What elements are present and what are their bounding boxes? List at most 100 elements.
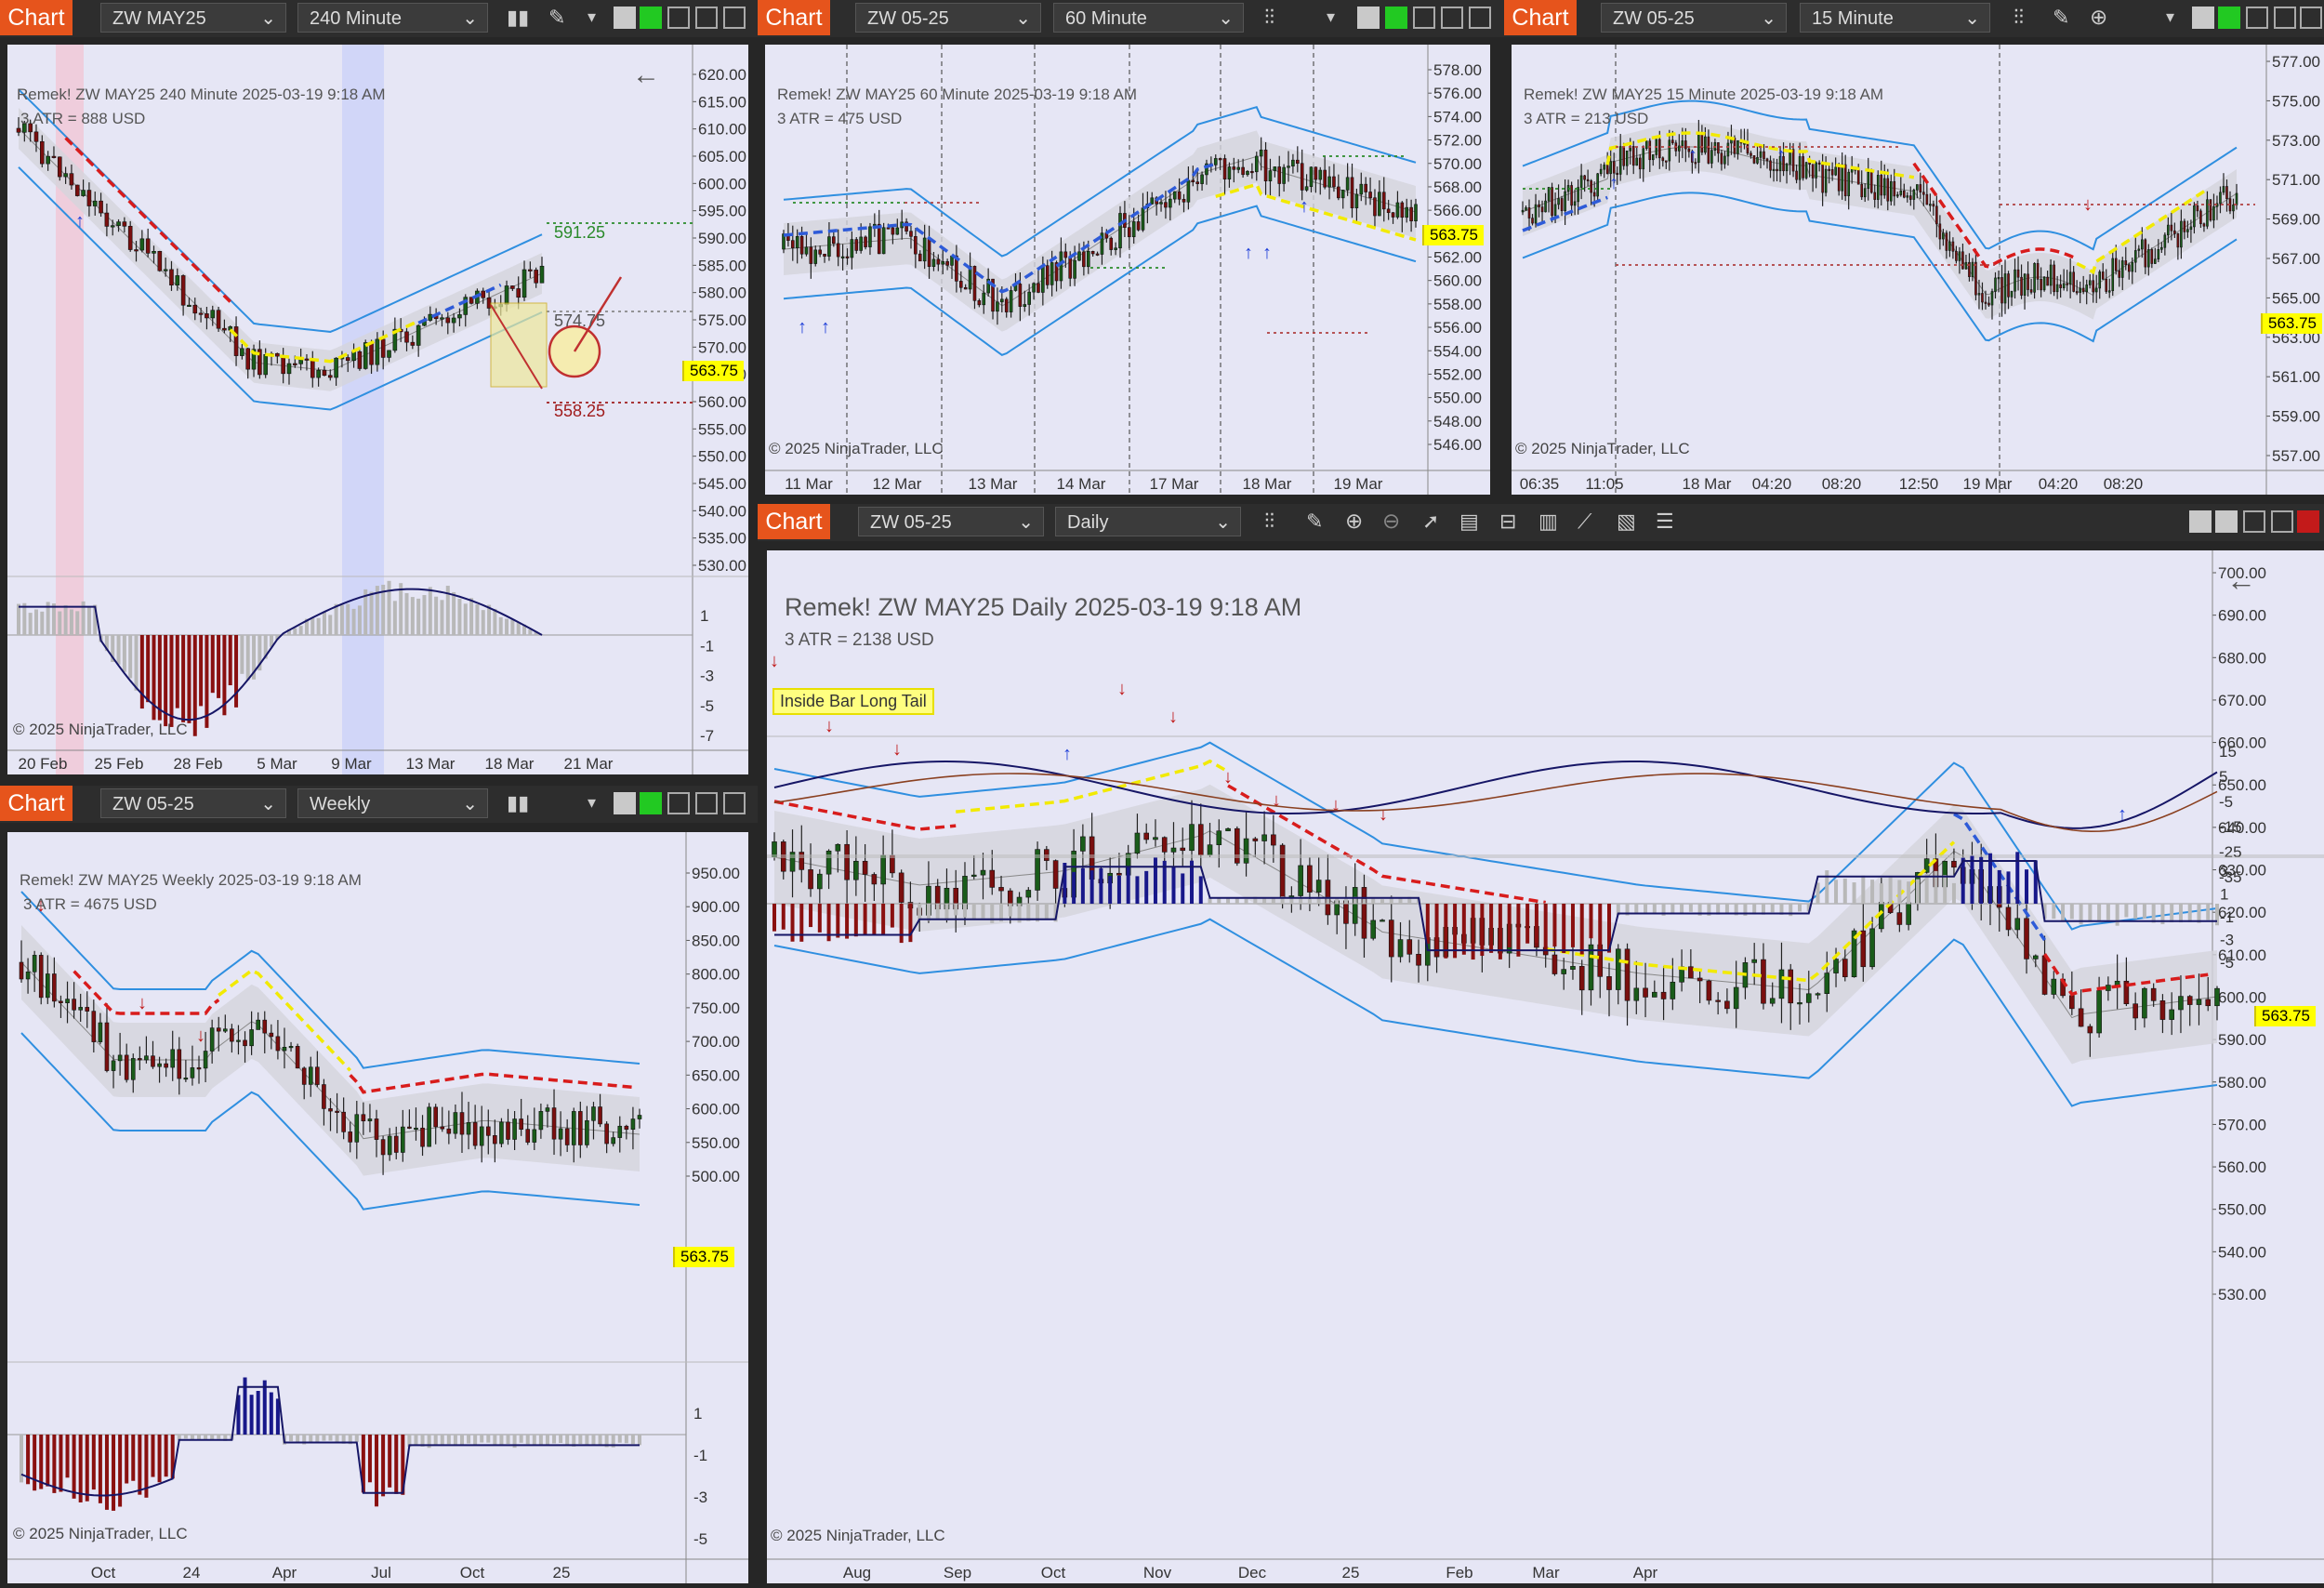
histogram-bar bbox=[1852, 882, 1856, 904]
candle-body bbox=[446, 1128, 452, 1134]
candle-body bbox=[564, 1128, 570, 1145]
candle-body bbox=[144, 1055, 149, 1061]
instrument-selector[interactable]: ZW 05-25 ⌄ bbox=[1601, 3, 1787, 33]
minimize-icon[interactable] bbox=[2243, 510, 2265, 533]
pencil-icon[interactable]: ✎ bbox=[1306, 509, 1324, 533]
list-icon[interactable]: ☰ bbox=[1656, 509, 1674, 533]
zoom-out-icon[interactable]: ⊖ bbox=[1382, 509, 1401, 533]
candle-body bbox=[2085, 285, 2088, 293]
minimize-icon[interactable] bbox=[2246, 7, 2268, 29]
pencil-icon[interactable]: ✎ bbox=[2053, 6, 2070, 29]
chevron-down-icon[interactable]: ▾ bbox=[2166, 7, 2175, 26]
chevron-down-icon[interactable]: ▾ bbox=[588, 7, 597, 26]
maximize-icon[interactable] bbox=[1441, 7, 1463, 29]
strategy-icon[interactable]: ▥ bbox=[1538, 509, 1558, 533]
candle-body bbox=[1929, 204, 1932, 206]
window-link-green-icon[interactable] bbox=[2218, 7, 2240, 29]
candle-body bbox=[38, 955, 44, 999]
minimize-icon[interactable] bbox=[1413, 7, 1435, 29]
chart-area-15min[interactable]: 577.00 575.00 573.00 571.00 569.00 567.00 565.… bbox=[1512, 45, 2324, 495]
instrument-selector[interactable]: ZW MAY25 ⌄ bbox=[100, 3, 286, 33]
maximize-icon[interactable] bbox=[695, 7, 718, 29]
close-icon[interactable] bbox=[1469, 7, 1491, 29]
candle-body bbox=[525, 1129, 531, 1143]
window-linking-icon[interactable] bbox=[2192, 7, 2214, 29]
histogram-bar bbox=[1434, 904, 1439, 952]
window-link-green-icon[interactable] bbox=[1385, 7, 1407, 29]
chart-area-weekly[interactable]: 950.00 900.00 850.00 800.00 750.00 700.00 650.… bbox=[7, 832, 748, 1583]
candle-body bbox=[795, 235, 799, 248]
bar-style-icon[interactable]: ▮▮ bbox=[507, 6, 530, 29]
y-tick-label: 620.00 bbox=[2218, 904, 2266, 921]
candle-body bbox=[2024, 918, 2029, 959]
close-icon[interactable] bbox=[723, 792, 746, 814]
interval-selector[interactable]: Daily ⌄ bbox=[1055, 507, 1241, 536]
chart-area-60min[interactable]: 578.00 576.00 574.00 572.00 570.00 568.00 566.… bbox=[765, 45, 1490, 495]
bar-style-icon[interactable]: ⫶⫶ bbox=[1264, 509, 1275, 533]
chart-menu-button[interactable]: Chart bbox=[1504, 0, 1577, 35]
candle-body bbox=[1769, 998, 1776, 1004]
window-linking-icon[interactable] bbox=[1357, 7, 1380, 29]
pencil-icon[interactable]: ✎ bbox=[548, 6, 566, 29]
candle-body bbox=[1077, 251, 1081, 261]
chevron-down-icon[interactable]: ▾ bbox=[1327, 7, 1336, 26]
back-arrow-icon[interactable]: ← bbox=[2226, 563, 2256, 597]
zoom-in-icon[interactable]: ⊕ bbox=[2090, 5, 2108, 29]
chart-menu-button[interactable]: Chart bbox=[758, 504, 830, 539]
maximize-icon[interactable] bbox=[2274, 7, 2296, 29]
last-price-badge: 563.75 bbox=[2254, 1006, 2316, 1026]
window-linking-icon[interactable] bbox=[614, 7, 636, 29]
candle-body bbox=[1307, 865, 1313, 893]
interval-selector[interactable]: 60 Minute ⌄ bbox=[1053, 3, 1244, 33]
candle-body bbox=[504, 285, 509, 305]
close-icon[interactable] bbox=[723, 7, 746, 29]
sell-arrow-icon: ↓ bbox=[892, 739, 902, 760]
bar-style-icon[interactable]: ▮▮ bbox=[507, 791, 530, 814]
chart-area-daily[interactable]: 700.00 690.00 680.00 670.00 660.00 650.00 640.… bbox=[767, 550, 2324, 1583]
instrument-selector[interactable]: ZW 05-25 ⌄ bbox=[858, 507, 1044, 536]
bar-style-icon[interactable]: ⫶⫶ bbox=[2014, 6, 2025, 29]
window-linking-icon[interactable] bbox=[614, 792, 636, 814]
close-icon[interactable] bbox=[2300, 7, 2322, 29]
template-icon[interactable]: ⊟ bbox=[1499, 509, 1517, 533]
chart-menu-button[interactable]: Chart bbox=[758, 0, 830, 35]
candle-body bbox=[1300, 163, 1304, 191]
instrument-selector[interactable]: ZW 05-25 ⌄ bbox=[855, 3, 1041, 33]
candle-body bbox=[2016, 269, 2020, 278]
window-link-green-icon[interactable] bbox=[640, 7, 662, 29]
minimize-icon[interactable] bbox=[667, 7, 690, 29]
chart-menu-button[interactable]: Chart bbox=[0, 786, 73, 821]
back-arrow-icon[interactable]: ← bbox=[632, 60, 660, 90]
interval-selector[interactable]: Weekly ⌄ bbox=[297, 788, 488, 818]
histogram-bar bbox=[954, 904, 958, 916]
candle-body bbox=[407, 1126, 412, 1129]
cursor-icon[interactable]: ➚ bbox=[1422, 509, 1440, 533]
candle-body bbox=[209, 1027, 215, 1052]
candle-body bbox=[223, 1028, 228, 1032]
atr-text: 3 ATR = 2138 USD bbox=[785, 630, 934, 650]
chevron-down-icon[interactable]: ▾ bbox=[588, 793, 597, 812]
candle-body bbox=[1161, 837, 1168, 853]
instrument-selector[interactable]: ZW 05-25 ⌄ bbox=[100, 788, 286, 818]
candle-body bbox=[1388, 920, 1394, 958]
interval-selector[interactable]: 240 Minute ⌄ bbox=[297, 3, 488, 33]
chart-menu-button[interactable]: Chart bbox=[0, 0, 73, 35]
minimize-icon[interactable] bbox=[667, 792, 690, 814]
bar-style-icon[interactable]: ⫶⫶ bbox=[1264, 6, 1275, 29]
maximize-icon[interactable] bbox=[2271, 510, 2293, 533]
candle-body bbox=[1736, 139, 1739, 154]
maximize-icon[interactable] bbox=[695, 792, 718, 814]
candle-body bbox=[519, 1118, 523, 1130]
data-box-icon[interactable]: ▤ bbox=[1459, 509, 1479, 533]
window-link-white-icon[interactable] bbox=[2215, 510, 2238, 533]
window-linking-icon[interactable] bbox=[2189, 510, 2212, 533]
interval-selector[interactable]: 15 Minute ⌄ bbox=[1800, 3, 1990, 33]
close-icon[interactable] bbox=[2297, 510, 2319, 533]
candle-body bbox=[528, 269, 533, 271]
chart-area-240min[interactable]: 620.00 615.00 610.00 605.00 600.00 595.00 590.… bbox=[7, 45, 748, 774]
zoom-in-icon[interactable]: ⊕ bbox=[1345, 509, 1364, 533]
histogram-bar bbox=[453, 1435, 457, 1447]
window-link-green-icon[interactable] bbox=[640, 792, 662, 814]
properties-icon[interactable]: ▧ bbox=[1617, 509, 1636, 533]
indicator-icon[interactable]: ⟋ bbox=[1578, 509, 1592, 533]
